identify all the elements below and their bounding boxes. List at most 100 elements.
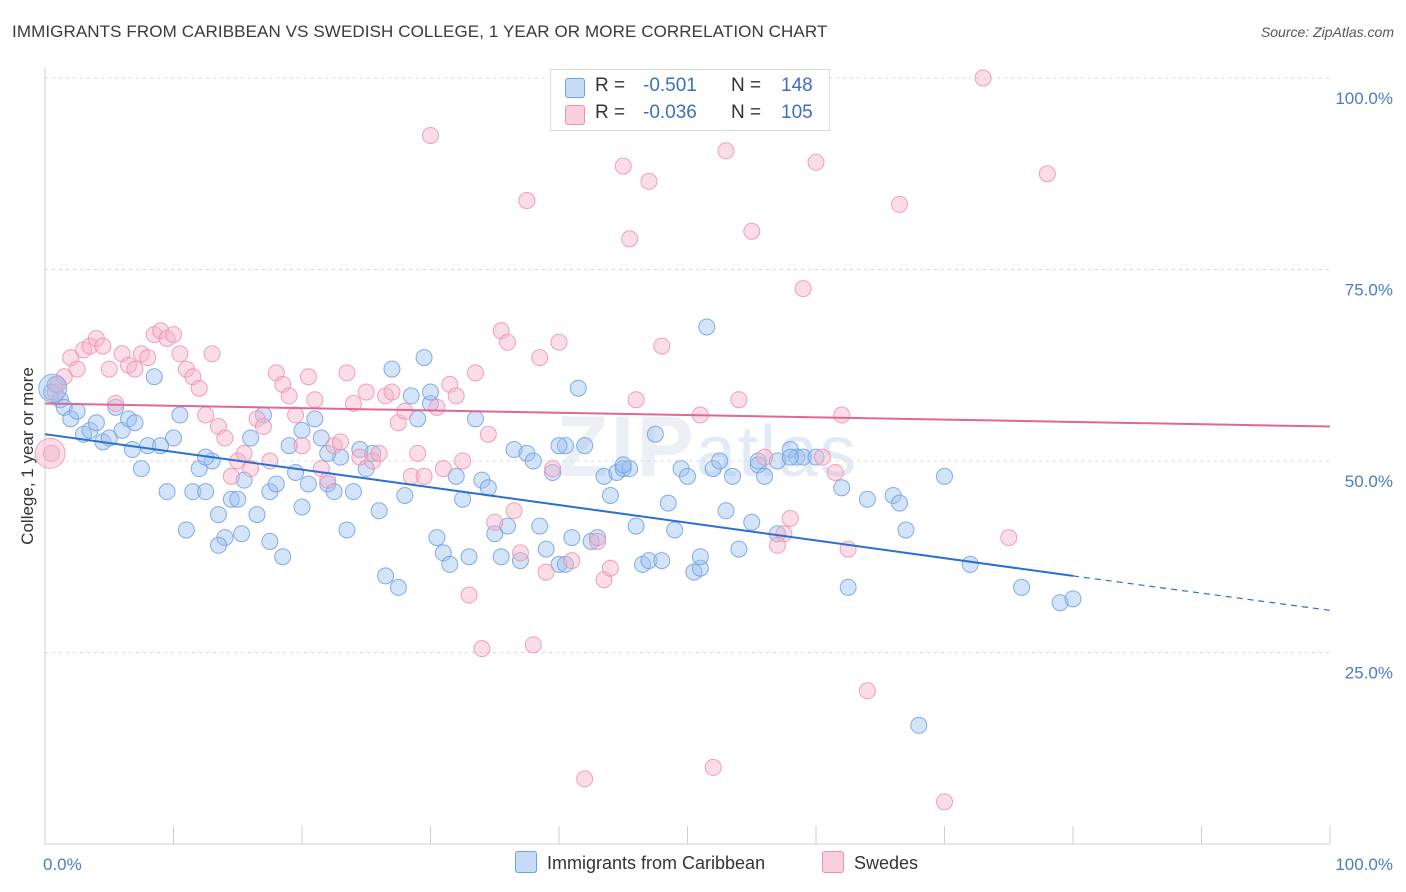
caribbean-point	[248, 506, 266, 524]
swedes-point	[768, 536, 786, 554]
swedes-point	[107, 395, 125, 413]
swedes-point	[813, 448, 831, 466]
caribbean-point	[589, 529, 607, 547]
swedes-point	[511, 544, 529, 562]
caribbean-point	[299, 475, 317, 493]
caribbean-point	[306, 410, 324, 428]
swedes-point	[139, 349, 157, 367]
swedes-point	[524, 636, 542, 654]
swedes-point	[640, 172, 658, 190]
swedes-point	[338, 364, 356, 382]
swedes-trend-line	[44, 402, 1331, 428]
caribbean-point	[171, 406, 189, 424]
swedes-point	[518, 192, 536, 210]
swedes-point	[730, 391, 748, 409]
caribbean-point	[158, 483, 176, 501]
caribbean-point	[531, 517, 549, 535]
swedes-point	[299, 368, 317, 386]
legend-r-label: R =	[595, 102, 626, 123]
swedes-point	[319, 471, 337, 489]
swedes-point	[460, 586, 478, 604]
caribbean-point	[839, 578, 857, 596]
caribbean-point	[717, 502, 735, 520]
caribbean-point	[595, 467, 613, 485]
caribbean-point	[377, 567, 395, 585]
caribbean-point	[768, 452, 786, 470]
swedes-point	[287, 406, 305, 424]
caribbean-point	[781, 448, 799, 466]
swedes-point	[781, 509, 799, 527]
caribbean-point	[447, 467, 465, 485]
swedes-point	[42, 444, 60, 462]
legend-swatch-blue	[565, 78, 585, 98]
swedes-point	[383, 383, 401, 401]
caribbean-point	[454, 490, 472, 508]
caribbean-point	[184, 483, 202, 501]
caribbean-point	[428, 529, 446, 547]
swedes-point	[332, 433, 350, 451]
swedes-point	[473, 640, 491, 658]
caribbean-point	[524, 452, 542, 470]
swedes-point	[621, 230, 639, 248]
swedes-point	[222, 467, 240, 485]
swedes-point	[614, 157, 632, 175]
swedes-point	[466, 364, 484, 382]
caribbean-point	[383, 360, 401, 378]
y-tick-label: 75.0%	[1345, 281, 1393, 300]
legend-n-value: 148	[781, 75, 813, 96]
caribbean-point	[833, 479, 851, 497]
caribbean-point	[550, 437, 568, 455]
caribbean-point	[614, 456, 632, 474]
caribbean-point	[107, 398, 125, 416]
swedes-point	[891, 195, 909, 213]
caribbean-point	[197, 483, 215, 501]
swedes-point	[396, 402, 414, 420]
swedes-point	[974, 69, 992, 87]
caribbean-point	[466, 410, 484, 428]
y-tick-label: 50.0%	[1345, 472, 1393, 491]
swedes-point	[1000, 529, 1018, 547]
swedes-point	[68, 360, 86, 378]
caribbean-point	[601, 486, 619, 504]
x-tick-label: 100.0%	[1335, 855, 1393, 874]
x-tick-label: 0.0%	[43, 855, 82, 874]
swedes-point	[254, 418, 272, 436]
caribbean-point	[68, 402, 86, 420]
swedes-point	[833, 406, 851, 424]
caribbean-point	[261, 532, 279, 550]
caribbean-point	[653, 552, 671, 570]
caribbean-point	[794, 448, 812, 466]
caribbean-point	[698, 318, 716, 336]
swedes-point	[203, 345, 221, 363]
caribbean-point	[396, 486, 414, 504]
caribbean-point	[123, 441, 141, 459]
caribbean-point	[415, 349, 433, 367]
caribbean-point	[659, 494, 677, 512]
caribbean-point	[293, 421, 311, 439]
caribbean-point	[312, 429, 330, 447]
swedes-point	[454, 452, 472, 470]
swedes-point	[351, 448, 369, 466]
swedes-point	[550, 333, 568, 351]
swedes-point	[858, 682, 876, 700]
caribbean-point	[1051, 594, 1069, 612]
y-tick-label: 25.0%	[1345, 664, 1393, 683]
swedes-point	[55, 368, 73, 386]
swedes-point	[190, 379, 208, 397]
bottom-legend-blue: Immigrants from Caribbean	[515, 851, 765, 874]
swedes-point	[576, 770, 594, 788]
swedes-point	[601, 559, 619, 577]
swedes-point	[486, 513, 504, 531]
swedes-point	[717, 142, 735, 160]
caribbean-point	[743, 513, 761, 531]
caribbean-point	[441, 555, 459, 573]
caribbean-point	[891, 494, 909, 512]
caribbean-point	[691, 548, 709, 566]
caribbean-point	[537, 540, 555, 558]
caribbean-point	[293, 498, 311, 516]
swedes-point	[936, 793, 953, 811]
swedes-point	[447, 387, 465, 405]
swedes-point	[171, 345, 189, 363]
legend-r-label: R =	[595, 75, 626, 96]
swedes-point	[563, 552, 581, 570]
